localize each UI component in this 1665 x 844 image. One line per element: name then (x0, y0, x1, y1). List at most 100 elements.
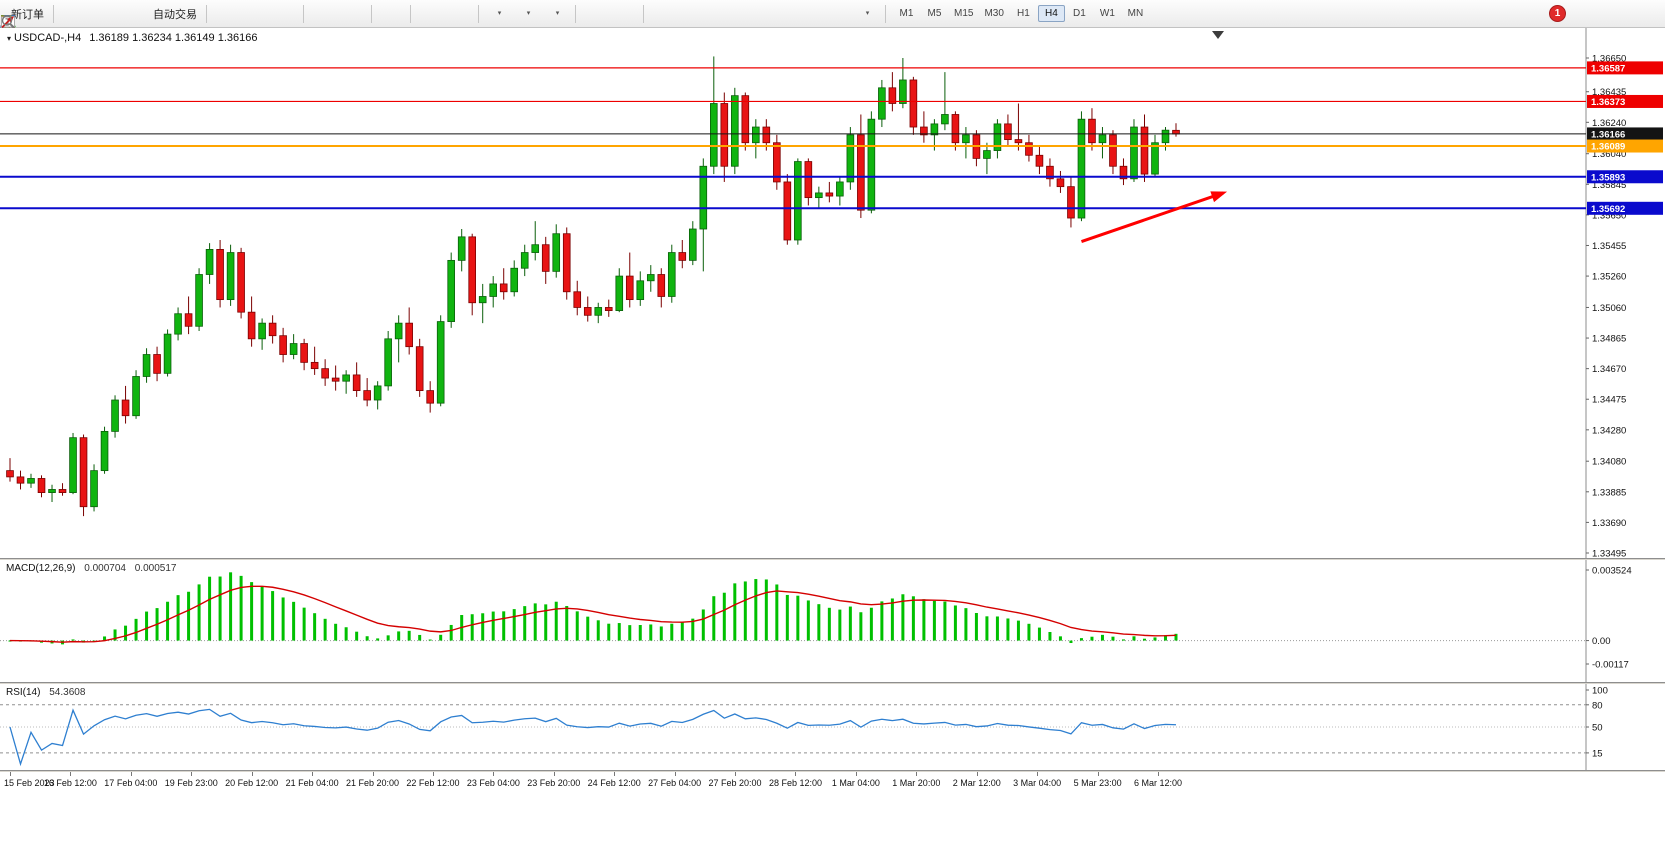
candle-body (625, 275, 634, 301)
time-axis-tick (855, 772, 857, 776)
axis-label: 1.36040 (1592, 149, 1626, 160)
text-button[interactable]: A (4, 2, 822, 29)
trend-arrow-annotation[interactable] (1080, 191, 1228, 243)
candle-body (163, 333, 172, 374)
axis-label: 0.00 (1592, 636, 1611, 647)
candle-body (1004, 123, 1012, 140)
candle-body (552, 233, 561, 272)
candle-body (1130, 126, 1138, 180)
profiles-button[interactable]: ▾ (1, 2, 541, 29)
candle-body (100, 430, 109, 472)
axis-label: 1.33690 (1592, 518, 1626, 529)
axis-label: 15 (1592, 748, 1603, 759)
candle-body (794, 161, 802, 241)
new-order-button-label: 新订单 (11, 8, 44, 21)
panel-splitter-macd[interactable] (0, 558, 1665, 560)
equidistant-channel-button[interactable] (1, 2, 764, 28)
timeframe-button-h1[interactable]: H1 (1017, 8, 1030, 19)
toolbar-separator (478, 4, 479, 23)
candle-body (604, 307, 613, 311)
candle-body (58, 489, 67, 493)
axis-label: 50 (1592, 723, 1603, 734)
horizontal-line-button[interactable] (1, 2, 706, 26)
candle-body (216, 249, 224, 301)
arrows-button[interactable]: ▾ (1, 2, 880, 28)
cascade-windows-button[interactable] (1, 2, 473, 27)
timeframe-button-d1[interactable]: D1 (1073, 8, 1086, 19)
timeframe-button-mn[interactable]: MN (1127, 8, 1144, 19)
candle-body (646, 274, 655, 282)
time-axis-tick (674, 772, 676, 776)
timeframe-button-m15[interactable]: M15 (954, 8, 974, 19)
candle-body (583, 307, 592, 316)
autotrading-button[interactable]: 自动交易 (1, 2, 201, 29)
candle-body (195, 274, 203, 327)
axis-label: 1.36240 (1592, 118, 1626, 129)
candle-body (1140, 126, 1149, 175)
timeframe-button-h4[interactable]: H4 (1037, 5, 1065, 22)
data-window-button[interactable] (1, 2, 116, 28)
price-tag-1.36373: 1.36373 (1587, 94, 1663, 108)
candle-body (184, 313, 193, 327)
time-axis-tick (1037, 772, 1039, 776)
candle-body (773, 142, 781, 183)
price-chart-canvas[interactable]: 1.36650 1.36435 1.36240 1.36040 1.35845 1.356… (0, 28, 1665, 558)
toolbar-separator (206, 4, 207, 23)
fibonacci-button[interactable] (2, 2, 793, 28)
search-button[interactable] (1, 2, 1541, 29)
chart-window: 1.36650 1.36435 1.36240 1.36040 1.35845 1.356… (0, 28, 1665, 844)
axis-label: 1.35060 (1592, 303, 1626, 314)
chart-shift-marker-icon[interactable] (1212, 31, 1224, 39)
timeframe-button-m5[interactable]: M5 (927, 8, 942, 19)
candle-body (710, 103, 718, 167)
time-axis-tick (312, 772, 314, 776)
arrange-windows-button[interactable] (1, 2, 444, 28)
cursor-button[interactable] (5, 2, 609, 28)
zoom-out-button[interactable] (1, 2, 366, 28)
tile-windows-button[interactable] (1, 2, 405, 29)
time-axis-tick (735, 772, 737, 776)
vertical-line-button[interactable] (6, 2, 677, 28)
timeframe-button-m1[interactable]: M1 (899, 8, 914, 19)
candle-body (447, 259, 455, 322)
candlestick-chart-button[interactable] (2, 2, 269, 28)
market-watch-button[interactable] (1, 2, 87, 29)
notification-badge[interactable]: 1 (1549, 5, 1566, 22)
candle-body (962, 134, 970, 144)
candle-body (247, 311, 256, 340)
macd-panel-canvas[interactable]: 0.003524 0.00 -0.00117 (0, 560, 1665, 682)
zoom-in-button[interactable] (1, 2, 337, 28)
rsi-header: RSI(14) 54.3608 (6, 687, 85, 698)
timeframe-button-w1[interactable]: W1 (1099, 8, 1115, 19)
templates-button[interactable]: ▾ (1, 2, 570, 28)
candle-body (720, 103, 729, 167)
axis-label: 1.34280 (1592, 425, 1626, 436)
timeframe-button-m30[interactable]: M30 (984, 8, 1004, 19)
candle-body (1025, 142, 1033, 156)
candle-body (688, 228, 697, 261)
panel-splitter-rsi[interactable] (0, 682, 1665, 684)
trendline-button[interactable] (0, 2, 735, 29)
price-tag-1.35893: 1.35893 (1587, 170, 1663, 184)
candle-body (846, 134, 855, 183)
candle-body (825, 192, 834, 197)
dropdown-caret-icon: ▾ (526, 10, 531, 17)
one-click-trading-toggle-icon[interactable]: ▾ (7, 34, 12, 43)
candle-body (1109, 134, 1117, 167)
navigator-button[interactable] (1, 2, 145, 29)
candle-body (363, 390, 371, 401)
time-axis-label: 27 Feb 04:00 (648, 778, 702, 788)
candle-body (48, 489, 56, 493)
candle-body (741, 95, 750, 144)
symbol-period-label: USDCAD-,H4 (14, 32, 82, 44)
bar-chart-button[interactable] (2, 2, 240, 27)
crosshair-button[interactable] (1, 2, 638, 28)
text-label-button[interactable]: T (1, 2, 851, 27)
dropdown-caret-icon: ▾ (497, 10, 502, 17)
candle-body (699, 165, 708, 230)
time-axis[interactable]: 15 Feb 2023 16 Feb 12:00 17 Feb 04:00 19 Fe… (0, 772, 1665, 792)
line-chart-button[interactable] (1, 2, 298, 28)
rsi-panel-canvas[interactable]: 100 80 50 15 (0, 684, 1665, 770)
new-chart-button[interactable]: ▾ (1, 2, 512, 29)
time-axis-tick (916, 772, 918, 776)
